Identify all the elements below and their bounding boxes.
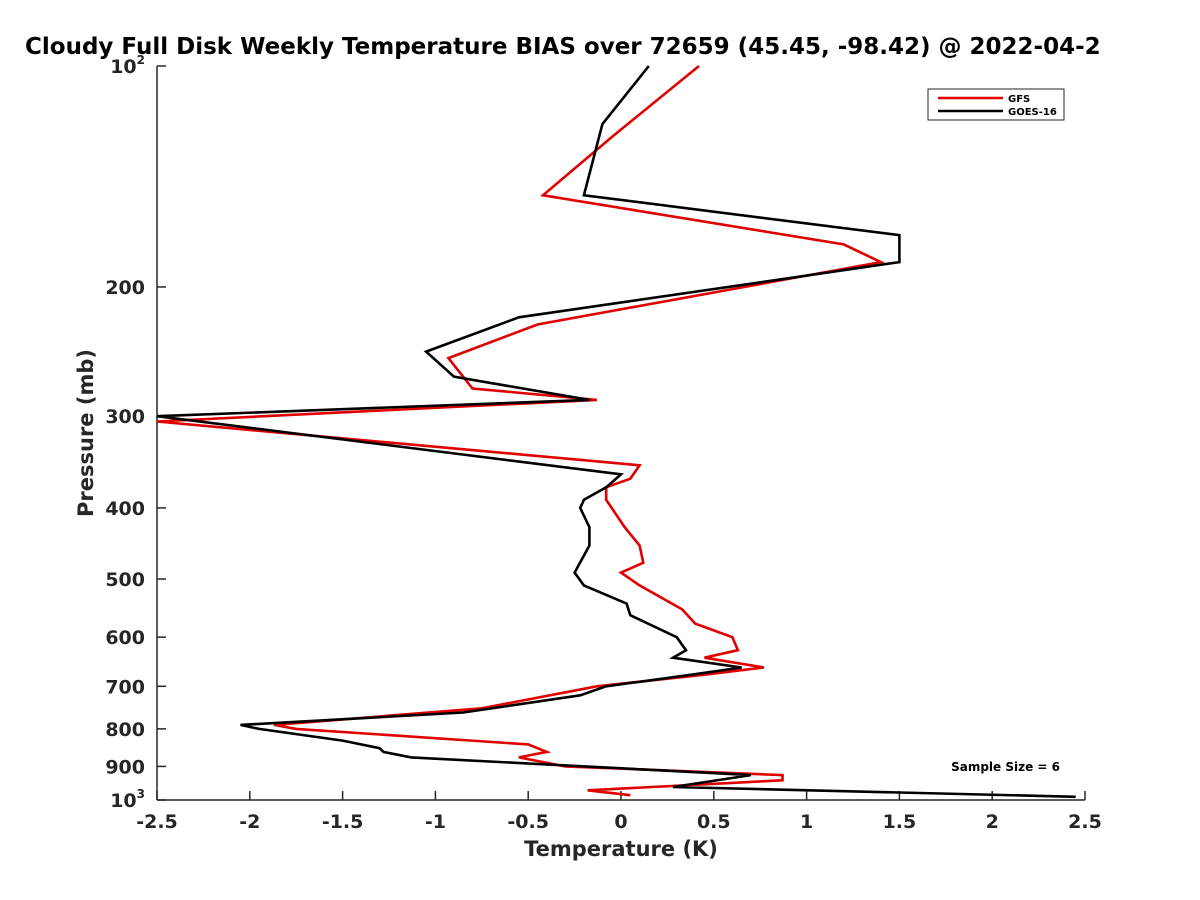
- y-tick-label: 500: [105, 569, 145, 591]
- y-axis-label: Pressure (mb): [74, 349, 98, 517]
- series-layer: [156, 64, 1076, 799]
- y-tick-base: 10: [110, 790, 136, 812]
- y-tick-label: 103: [110, 787, 145, 812]
- x-tick-label: 1: [800, 811, 813, 833]
- legend-label: GOES-16: [1008, 107, 1057, 118]
- legend: GFS GOES-16: [927, 88, 1065, 121]
- x-tick-label: 0.5: [697, 811, 731, 833]
- y-tick-label: 700: [105, 676, 145, 698]
- chart-title: Cloudy Full Disk Weekly Temperature BIAS…: [25, 34, 1101, 60]
- legend-box: [927, 88, 1065, 121]
- y-tick-exponent: 3: [137, 787, 145, 801]
- x-tick-label: 2.5: [1068, 811, 1102, 833]
- x-axis-label: Temperature (K): [524, 837, 718, 861]
- y-tick-label: 102: [110, 53, 145, 78]
- y-tick-label: 900: [105, 756, 145, 778]
- series-line-gfs: [156, 64, 885, 797]
- series-line-goes-16: [156, 65, 1076, 799]
- x-axis: -2.5 -2 -1.5 -1 -0.5 0 0.5 1 1.5 2 2.5: [136, 791, 1102, 833]
- sample-size-annotation: Sample Size = 6: [951, 760, 1060, 774]
- y-tick-label: 800: [105, 719, 145, 741]
- x-tick-label: -1: [425, 811, 446, 833]
- x-tick-label: -2.5: [136, 811, 178, 833]
- y-tick-label: 600: [105, 627, 145, 649]
- x-tick-label: -1.5: [322, 811, 364, 833]
- x-tick-label: -0.5: [507, 811, 549, 833]
- y-tick-label: 300: [105, 406, 145, 428]
- x-tick-label: -2: [239, 811, 260, 833]
- legend-label: GFS: [1008, 94, 1030, 105]
- x-tick-label: 2: [986, 811, 999, 833]
- x-tick-label: 1.5: [883, 811, 917, 833]
- y-tick-base: 10: [110, 56, 136, 78]
- y-tick-exponent: 2: [137, 53, 145, 67]
- x-tick-label: 0: [614, 811, 627, 833]
- y-tick-label: 200: [105, 277, 145, 299]
- y-tick-label: 400: [105, 498, 145, 520]
